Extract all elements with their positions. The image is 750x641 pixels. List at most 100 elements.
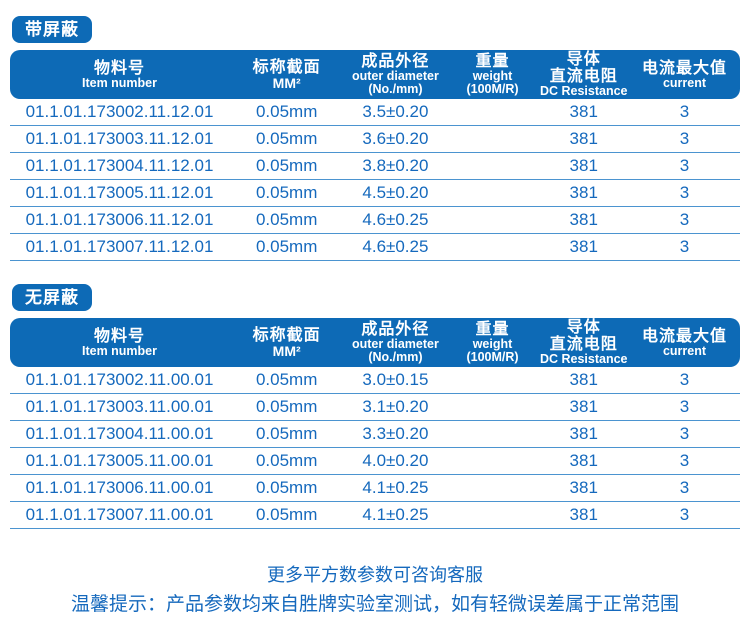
footer-note-consult: 更多平方数参数可咨询客服	[267, 565, 483, 585]
header-cell-nominal-section: 标称截面 MM²	[229, 327, 344, 359]
unshielded-badge: 无屏蔽	[12, 284, 92, 311]
table-cell-nominal-section: 0.05mm	[255, 478, 318, 497]
header-line: outer diameter	[352, 69, 439, 83]
table-cell-nominal-section: 0.05mm	[255, 397, 318, 416]
header-cell-dc-resistance: 导体 直流电阻 DC Resistance	[538, 51, 629, 98]
header-line: 标称截面	[252, 326, 321, 344]
table-cell-item-number: 01.1.01.173004.11.00.01	[25, 424, 214, 443]
table-cell-outer-diameter: 3.1±0.20	[362, 397, 429, 416]
header-line: (No./mm)	[368, 350, 423, 364]
table-cell-dc-resistance: 381	[569, 183, 598, 202]
table-cell-nominal-section: 0.05mm	[255, 370, 318, 389]
table-cell-nominal-section: 0.05mm	[255, 505, 318, 524]
table-cell-item-number: 01.1.01.173004.11.12.01	[25, 156, 214, 175]
spec-table-unshielded: 物料号 Item number 标称截面 MM² 成品外径 outer diameter(…	[10, 318, 740, 529]
header-cell-dc-resistance: 导体 直流电阻 DC Resistance	[538, 319, 629, 366]
table-row: 01.1.01.173007.11.00.01 0.05mm 4.1±0.25 381…	[10, 502, 740, 529]
footer-note-disclaimer: 温馨提示：产品参数均来自胜牌实验室测试，如有轻微误差属于正常范围	[70, 594, 679, 615]
table-cell-nominal-section: 0.05mm	[255, 237, 318, 256]
table-cell-item-number: 01.1.01.173003.11.00.01	[25, 397, 214, 416]
table-cell-dc-resistance: 381	[569, 129, 598, 148]
table-cell-dc-resistance: 381	[569, 424, 598, 443]
table-row: 01.1.01.173004.11.00.01 0.05mm 3.3±0.20 381…	[10, 421, 740, 448]
table-cell-dc-resistance: 381	[569, 451, 598, 470]
header-line: (No./mm)	[368, 82, 423, 96]
table-cell-max-current: 3	[679, 102, 690, 121]
header-line: current	[662, 343, 707, 358]
table-cell-outer-diameter: 4.1±0.25	[362, 505, 429, 524]
table-cell-outer-diameter: 3.5±0.20	[362, 102, 429, 121]
header-line: MM²	[272, 342, 301, 359]
header-line: Item number	[81, 75, 157, 90]
header-line: weight	[472, 69, 513, 83]
header-cell-weight: 重量 weight (100M/R)	[447, 53, 539, 96]
header-line: 电流最大值	[641, 59, 727, 77]
table-cell-item-number: 01.1.01.173002.11.12.01	[25, 102, 214, 121]
table-cell-dc-resistance: 381	[569, 210, 598, 229]
table-cell-dc-resistance: 381	[569, 370, 598, 389]
table-cell-item-number: 01.1.01.173006.11.00.01	[25, 478, 214, 497]
header-line: weight	[472, 337, 513, 351]
table-cell-item-number: 01.1.01.173006.11.12.01	[25, 210, 214, 229]
table-cell-item-number: 01.1.01.173003.11.12.01	[25, 129, 214, 148]
header-line: MM²	[272, 74, 301, 91]
table-cell-outer-diameter: 4.1±0.25	[362, 478, 429, 497]
header-line: 导体	[566, 51, 601, 68]
header-line: current	[662, 75, 707, 90]
table-cell-max-current: 3	[679, 129, 690, 148]
table-cell-nominal-section: 0.05mm	[255, 451, 318, 470]
table-row: 01.1.01.173005.11.00.01 0.05mm 4.0±0.20 381…	[10, 448, 740, 475]
table-cell-outer-diameter: 4.6±0.25	[362, 237, 429, 256]
header-cell-nominal-section: 标称截面 MM²	[229, 59, 344, 91]
header-line: outer diameter	[352, 337, 439, 351]
table-cell-max-current: 3	[679, 424, 690, 443]
table-cell-item-number: 01.1.01.173002.11.00.01	[25, 370, 214, 389]
header-cell-weight: 重量 weight (100M/R)	[447, 321, 539, 364]
table-cell-max-current: 3	[679, 505, 690, 524]
spec-sheet: 带屏蔽 物料号 Item number 标称截面 MM² 成品外径 outer diame…	[10, 16, 740, 620]
header-line: (100M/R)	[466, 350, 519, 364]
header-line: DC Resistance	[539, 352, 628, 366]
table-cell-max-current: 3	[679, 210, 690, 229]
header-cell-max-current: 电流最大值 current	[629, 60, 740, 90]
header-line: 物料号	[93, 327, 145, 345]
table-section-unshielded: 无屏蔽 物料号 Item number 标称截面 MM² 成品外径 outer diame…	[10, 284, 740, 529]
table-cell-max-current: 3	[679, 370, 690, 389]
table-cell-item-number: 01.1.01.173005.11.12.01	[25, 183, 214, 202]
table-cell-dc-resistance: 381	[569, 397, 598, 416]
table-row: 01.1.01.173004.11.12.01 0.05mm 3.8±0.20 381…	[10, 153, 740, 180]
table-row: 01.1.01.173003.11.00.01 0.05mm 3.1±0.20 381…	[10, 394, 740, 421]
table-cell-outer-diameter: 4.0±0.20	[362, 451, 429, 470]
table-cell-nominal-section: 0.05mm	[255, 102, 318, 121]
header-cell-item-number: 物料号 Item number	[10, 60, 229, 90]
table-cell-outer-diameter: 3.0±0.15	[362, 370, 429, 389]
spec-table-shielded: 物料号 Item number 标称截面 MM² 成品外径 outer diameter(…	[10, 50, 740, 261]
table-cell-max-current: 3	[679, 237, 690, 256]
footer-notes: 更多平方数参数可咨询客服 温馨提示：产品参数均来自胜牌实验室测试，如有轻微误差属…	[10, 560, 740, 620]
table-cell-outer-diameter: 3.3±0.20	[362, 424, 429, 443]
shielded-badge: 带屏蔽	[12, 16, 92, 43]
table-row: 01.1.01.173006.11.12.01 0.05mm 4.6±0.25 381…	[10, 207, 740, 234]
table-row: 01.1.01.173007.11.12.01 0.05mm 4.6±0.25 381…	[10, 234, 740, 261]
header-line: 成品外径	[361, 321, 430, 338]
header-line: 电流最大值	[641, 327, 727, 345]
table-cell-outer-diameter: 3.8±0.20	[362, 156, 429, 175]
table-cell-nominal-section: 0.05mm	[255, 129, 318, 148]
table-cell-outer-diameter: 3.6±0.20	[362, 129, 429, 148]
table-header-row: 物料号 Item number 标称截面 MM² 成品外径 outer diameter(…	[10, 318, 740, 367]
header-line: 直流电阻	[549, 68, 618, 85]
table-cell-max-current: 3	[679, 478, 690, 497]
table-cell-outer-diameter: 4.5±0.20	[362, 183, 429, 202]
table-cell-dc-resistance: 381	[569, 237, 598, 256]
table-cell-nominal-section: 0.05mm	[255, 210, 318, 229]
table-row: 01.1.01.173003.11.12.01 0.05mm 3.6±0.20 381…	[10, 126, 740, 153]
table-cell-dc-resistance: 381	[569, 102, 598, 121]
header-line: 重量	[475, 321, 510, 338]
header-line: 直流电阻	[549, 336, 618, 353]
table-cell-max-current: 3	[679, 183, 690, 202]
table-cell-dc-resistance: 381	[569, 505, 598, 524]
table-cell-max-current: 3	[679, 156, 690, 175]
table-cell-dc-resistance: 381	[569, 156, 598, 175]
table-cell-item-number: 01.1.01.173005.11.00.01	[25, 451, 214, 470]
table-cell-nominal-section: 0.05mm	[255, 156, 318, 175]
